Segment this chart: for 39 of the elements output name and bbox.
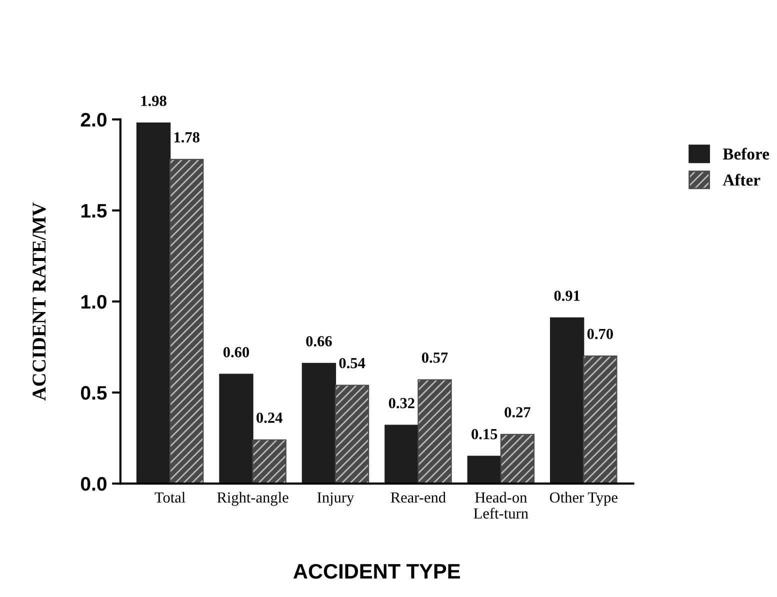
data-label: 0.27 (504, 407, 530, 418)
bar (302, 362, 336, 484)
data-label: 0.15 (472, 428, 498, 440)
bar (583, 356, 618, 484)
x-tick-label: Other Type (550, 492, 618, 506)
x-tick-label: Injury (317, 492, 354, 506)
y-tick-label: 1.5 (81, 204, 107, 218)
y-tick-label: 1.0 (81, 294, 106, 309)
x-axis-title: ACCIDENT TYPE (293, 564, 460, 579)
data-label: 0.32 (388, 398, 414, 408)
bar (136, 122, 171, 484)
data-label: 0.57 (422, 352, 448, 363)
bar (219, 374, 254, 484)
y-axis-title: ACCIDENT RATE/MV (32, 202, 46, 401)
bar (334, 384, 370, 484)
bar (418, 379, 452, 484)
x-tick-label: Rear-end (390, 492, 446, 503)
bar (170, 158, 204, 484)
x-tick-label: Head-on Left-turn (474, 492, 528, 519)
data-label: 0.91 (554, 290, 580, 301)
bar (384, 424, 419, 484)
bar (252, 439, 286, 484)
x-tick-label: Right-angle (217, 492, 288, 506)
bar (550, 317, 584, 484)
bar (467, 456, 502, 484)
data-label: 0.24 (256, 412, 282, 423)
data-label: 0.70 (587, 328, 613, 340)
data-label: 0.54 (339, 358, 366, 368)
data-label: 0.60 (223, 347, 250, 358)
bar (500, 434, 535, 484)
x-tick-label: Total (154, 492, 186, 503)
y-tick-label: 0.5 (80, 386, 107, 400)
data-label: 1.78 (174, 132, 200, 143)
data-label: 0.66 (306, 336, 332, 346)
data-label: 1.98 (141, 96, 166, 106)
y-tick-label: 0.0 (80, 477, 106, 491)
y-tick-label: 2.0 (80, 112, 106, 127)
legend-label: Before (722, 148, 770, 160)
legend-label: After (722, 174, 760, 186)
